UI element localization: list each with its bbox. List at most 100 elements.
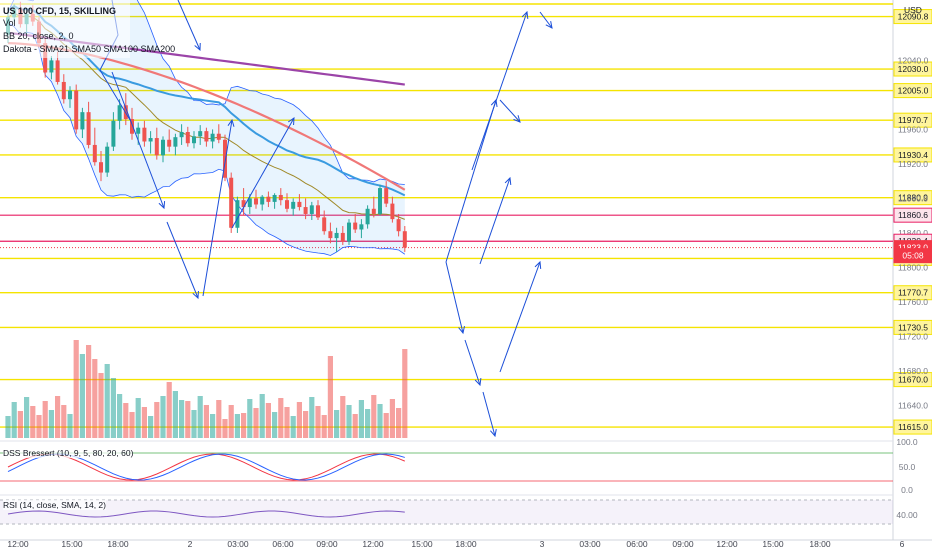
projection-arrow-head [545,21,553,29]
candle-body [316,205,320,218]
volume-bar [179,400,185,438]
volume-bar [272,412,278,438]
projection-arrow-head [192,290,199,300]
candle-body [266,196,271,202]
projection-arrow-line [471,11,528,171]
price-tick-label: 11760.0 [898,297,928,307]
volume-bar [210,414,216,438]
level-tag-label: 12005.0 [898,86,929,96]
time-tick-label: 15:00 [762,539,784,549]
volume-bar [86,345,92,438]
time-tick-label: 15:00 [411,539,433,549]
projection-arrow-head [227,118,235,127]
dss-axis-label: 100.0 [896,437,918,447]
volume-bar [265,403,271,438]
volume-bar [284,407,290,438]
candle-body [396,219,401,232]
candle-body [309,205,314,214]
candle-body [173,137,178,147]
candle-body [254,198,258,205]
bollinger-legend: BB 20, close, 2, 0 [3,31,74,41]
projection-arrow-line [202,119,233,297]
candle-body [111,120,116,147]
volume-bar [42,401,48,438]
candle-body [247,198,252,208]
price-tick-label: 11920.0 [898,159,928,169]
candle-body [384,188,389,204]
projection-arrow-head [521,10,529,20]
dss-axis-label: 0.0 [901,485,913,495]
candle-body [334,232,339,239]
volume-bar [241,413,247,438]
candle-body [179,132,184,138]
volume-bar [383,413,389,438]
volume-bar [104,364,110,438]
volume-bar [222,419,228,438]
volume-bar [61,405,67,438]
volume-bar [352,414,358,438]
projection-arrow-head [513,115,521,123]
projection-arrow-head [504,176,512,186]
projection-arrow-line [464,339,481,386]
candle-body [99,162,103,173]
volume-bar [185,401,191,438]
price-tag-label: 11823.0 [898,243,928,253]
projection-arrow-line [166,221,199,299]
time-tick-label: 06:00 [272,539,294,549]
candle-body [272,194,277,202]
projection-arrow-head [287,116,295,126]
candle-body [285,200,289,209]
volume-bar [191,410,197,438]
projection-arrow-line [445,99,497,263]
rsi-pane-label: RSI (14, close, SMA, 14, 2) [3,500,106,510]
volume-bar [154,402,160,438]
time-tick-label: 09:00 [316,539,338,549]
level-tag [893,285,932,301]
volume-bar [172,391,178,438]
price-tag-label: 11860.6 [898,210,928,220]
candle-body [353,222,358,230]
price-tick-label: 11680.0 [898,366,928,376]
volume-bar [216,400,222,438]
price-tag-label: 05:08 [902,251,924,261]
volume-bar [346,405,352,438]
time-tick-label: 12:00 [362,539,384,549]
candle-body [347,222,351,242]
volume-bar [296,402,302,438]
volume-bar [377,404,383,438]
candle-body [390,203,395,220]
rsi-band [0,500,893,524]
volume-bar [234,414,240,438]
symbol-title: US 100 CFD, 15, SKILLING [3,6,117,16]
volume-bar [321,415,327,438]
level-tag-label: 11770.7 [898,288,928,298]
price-tick-label: 11720.0 [898,331,928,341]
dss-pane-label: DSS Bressert (10, 9, 5, 80, 20, 60) [3,448,134,458]
candle-body [359,224,364,230]
price-tick-label: 12040.0 [898,55,929,65]
level-tag-label: 11730.5 [898,322,928,332]
candle-body [161,139,165,156]
volume-bar [389,399,395,438]
projection-arrow-line [177,0,201,51]
volume-bar [402,349,408,438]
volume-bar [340,396,346,438]
projection-arrow-line [111,71,165,209]
volume-bar [247,399,253,438]
candle-body [198,131,203,137]
projection-arrow-head [194,42,201,52]
candle-body [74,90,79,130]
volume-bar [371,395,377,438]
candle-body [148,138,153,142]
volume-bar [309,397,315,438]
volume-bar [228,405,234,438]
projection-arrow-line [231,117,295,229]
time-tick-label: 3 [540,539,545,549]
time-tick-label: 09:00 [672,539,694,549]
projection-arrow-head [158,200,166,210]
candle-body [402,231,407,248]
dss-signal-line [7,453,405,481]
price-tag-box [893,207,932,223]
candle-body [167,139,172,147]
